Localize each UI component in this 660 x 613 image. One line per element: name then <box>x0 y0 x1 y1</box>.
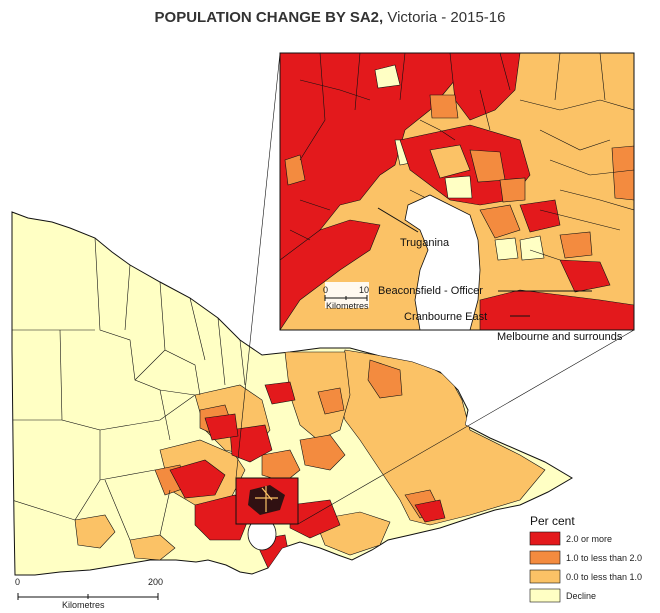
inset-high-west-coast <box>280 219 381 330</box>
region-mid-6 <box>317 387 345 415</box>
inset-port-phillip-bay <box>404 194 481 330</box>
map-title-rest: Victoria - 2015-16 <box>383 9 506 26</box>
map-title: POPULATION CHANGE BY SA2, Victoria - 201… <box>0 9 660 26</box>
main-scale-end: 200 <box>148 577 163 587</box>
main-scale-bar: 0 200 Kilometres <box>15 577 163 610</box>
map-title-bold: POPULATION CHANGE BY SA2, <box>154 9 384 26</box>
label-beaconsfield: Beaconsfield - Officer <box>378 285 483 297</box>
region-mid-4 <box>261 449 301 483</box>
legend-title: Per cent <box>530 514 575 528</box>
legend-swatch-2 <box>529 569 561 584</box>
state-map <box>11 52 635 576</box>
region-high-north <box>264 381 296 405</box>
inset-scale-start: 0 <box>323 285 328 295</box>
inset-scale-bar: 0 10 Kilometres <box>323 282 369 311</box>
melbourne-detail <box>235 477 299 525</box>
melbourne-extent-box <box>235 477 299 525</box>
inset-frame <box>279 52 635 331</box>
region-high-gippsland <box>414 499 446 523</box>
label-truganina: Truganina <box>400 237 450 249</box>
inset-scale-unit: Kilometres <box>326 301 369 311</box>
legend-swatch-3 <box>529 588 561 603</box>
inset-regions <box>280 53 634 330</box>
state-regions <box>12 237 546 569</box>
inset-caption: Melbourne and surrounds <box>497 331 623 343</box>
legend: Per cent 2.0 or more 1.0 to less than 2.… <box>529 514 642 603</box>
region-west-coast <box>74 514 116 549</box>
inset-mid-4 <box>559 231 593 259</box>
sa2-boundaries <box>12 237 246 541</box>
inset-scale-end: 10 <box>359 285 369 295</box>
region-mid-5 <box>299 434 346 471</box>
legend-label-1: 1.0 to less than 2.0 <box>566 553 642 563</box>
region-warrnambool <box>129 534 176 561</box>
main-scale-unit: Kilometres <box>62 600 105 610</box>
legend-label-2: 0.0 to less than 1.0 <box>566 572 642 582</box>
label-cranbourne: Cranbourne East <box>404 311 487 323</box>
legend-item-1: 1.0 to less than 2.0 <box>529 550 642 565</box>
region-mid-3 <box>367 359 403 399</box>
inset-metro-south-3 <box>494 237 519 261</box>
inset-metro-south-2 <box>519 199 561 233</box>
legend-label-3: Decline <box>566 591 596 601</box>
inset-mid-1 <box>611 145 634 201</box>
region-high-bendigo <box>204 413 239 441</box>
inset-map: Truganina Beaconsfield - Officer Cranbou… <box>279 52 635 343</box>
main-scale-start: 0 <box>15 577 20 587</box>
inset-mid-3 <box>429 94 459 119</box>
inset-metro-inner-1 <box>429 144 471 179</box>
leader-line-top <box>235 52 281 479</box>
inset-decline-2 <box>374 64 401 89</box>
truganina-pointer <box>377 207 419 233</box>
region-high-ballarat <box>169 459 226 499</box>
inset-high-southeast <box>559 259 611 293</box>
inset-metro-inner-3 <box>444 175 473 199</box>
inset-metro-south-1 <box>479 204 521 239</box>
inset-metro-inner-4 <box>499 177 526 203</box>
inset-sa2-grid <box>289 53 634 261</box>
legend-swatch-1 <box>529 550 561 565</box>
legend-label-0: 2.0 or more <box>566 534 612 544</box>
inset-mid-2 <box>284 154 306 186</box>
inset-decline-3 <box>519 235 545 261</box>
legend-item-2: 0.0 to less than 1.0 <box>529 569 642 584</box>
legend-swatch-0 <box>529 531 561 546</box>
legend-item-3: Decline <box>529 588 596 603</box>
legend-item-0: 2.0 or more <box>529 531 612 546</box>
leader-line-bottom <box>297 329 635 525</box>
